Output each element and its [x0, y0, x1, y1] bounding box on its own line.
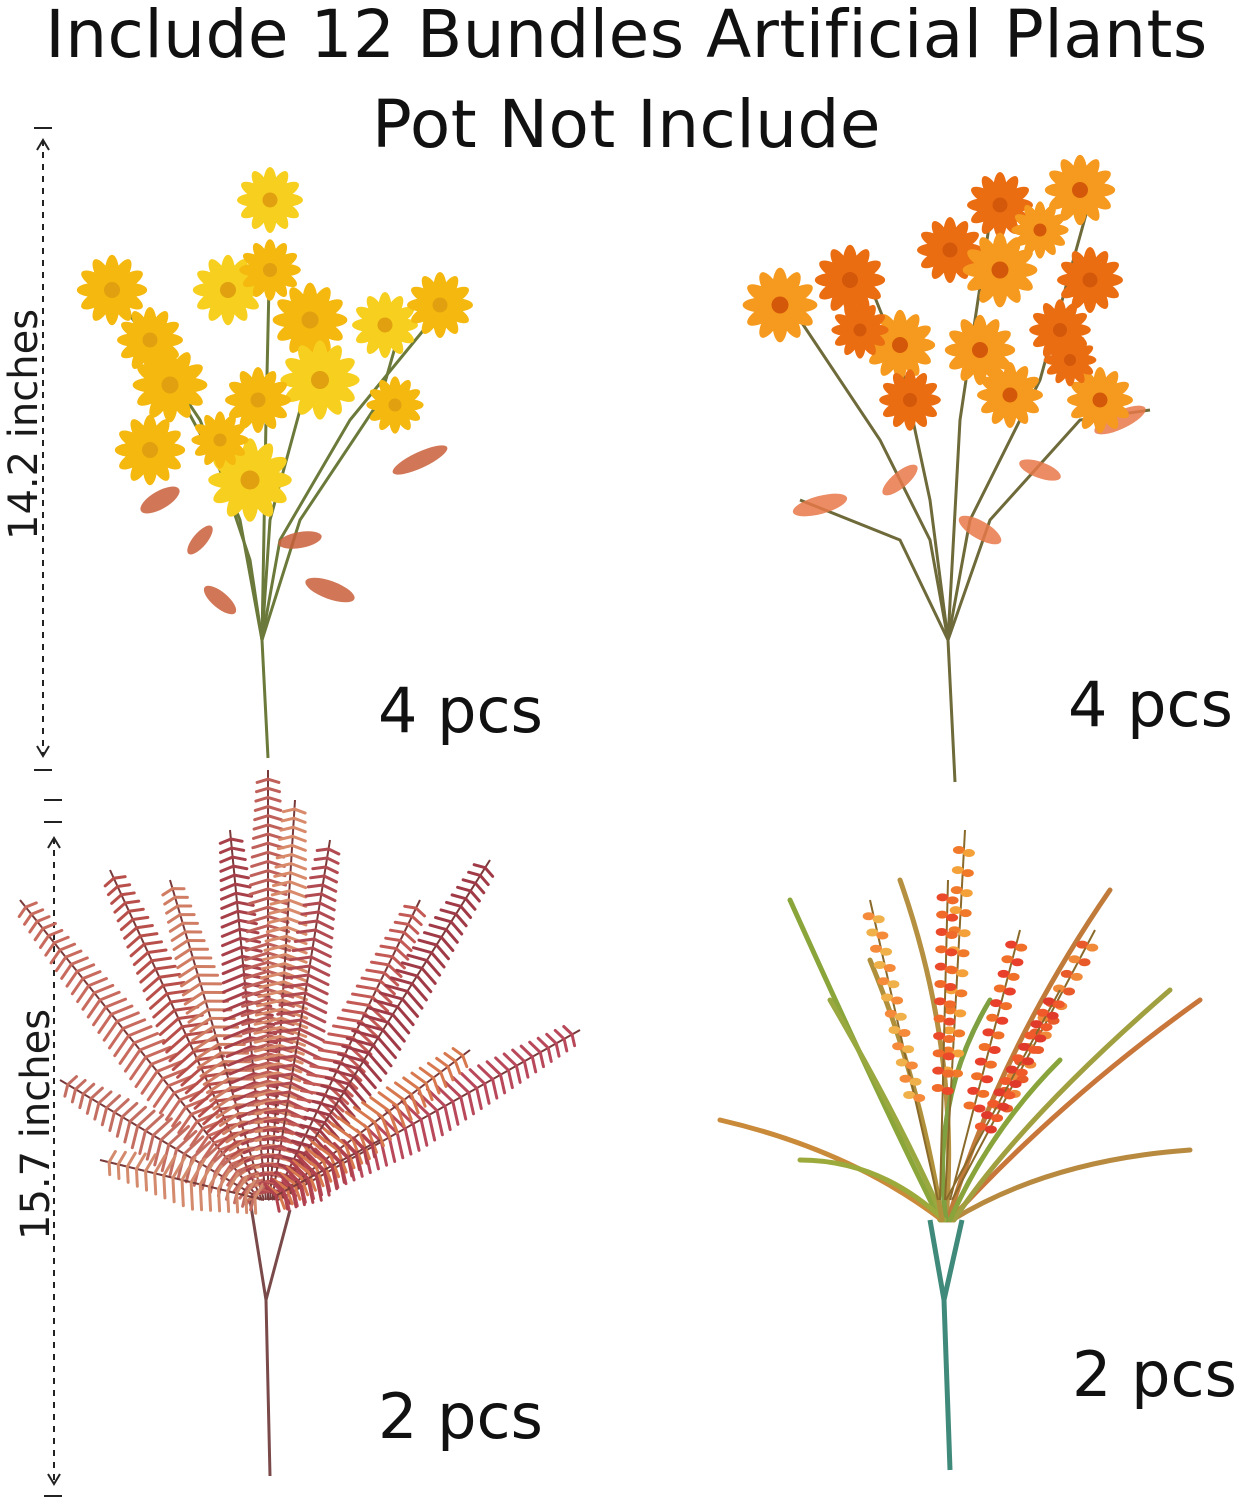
- height-label-top: 14.2 inches: [1, 308, 47, 540]
- grass-blade: [947, 1057, 1063, 1223]
- yellow-daisy-flower: [366, 376, 424, 434]
- fern-frond: [263, 1133, 381, 1213]
- yellow-daisy-flower: [114, 414, 186, 486]
- orange-daisy-flower: [831, 301, 889, 359]
- yellow-daisy-flower: [272, 282, 348, 358]
- orange-daisy-flower: [879, 369, 941, 431]
- yellow-daisy-bundle: [76, 167, 473, 759]
- lavender-grass-bundle: [717, 829, 1203, 1471]
- grass-blade: [940, 997, 993, 1223]
- fern-frond: [59, 1075, 267, 1212]
- yellow-daisy-flower: [352, 292, 418, 358]
- grass-flower-spike: [951, 929, 1099, 1201]
- yellow-daisy-flower: [225, 367, 291, 433]
- orange-daisy-bundle: [742, 154, 1151, 783]
- grass-flower-spike: [945, 989, 1065, 1201]
- measurement-bottom: [44, 799, 62, 1497]
- grass-blade: [947, 997, 1203, 1223]
- title-line-1: Include 12 Bundles Artificial Plants: [45, 0, 1208, 73]
- fern-frond: [99, 1150, 265, 1215]
- quantity-label-grass: 2 pcs: [1072, 1338, 1237, 1411]
- yellow-daisy-flower: [208, 438, 292, 522]
- yellow-daisy-flower: [191, 411, 249, 469]
- orange-daisy-flower: [742, 267, 818, 343]
- orange-daisy-flower: [962, 232, 1038, 308]
- orange-daisy-flower: [977, 362, 1043, 428]
- quantity-label-yellow: 4 pcs: [378, 674, 543, 747]
- grass-blade: [949, 1147, 1193, 1223]
- yellow-daisy-flower: [407, 272, 473, 338]
- grass-blade: [797, 1157, 947, 1223]
- orange-daisy-flower: [1067, 367, 1133, 433]
- yellow-daisy-flower: [117, 307, 183, 373]
- grass-flower-spike: [931, 879, 959, 1201]
- grass-blade: [951, 987, 1173, 1223]
- grass-blade: [827, 997, 947, 1223]
- yellow-daisy-flower: [76, 254, 148, 326]
- orange-daisy-flower: [1011, 201, 1069, 259]
- yellow-daisy-flower: [239, 239, 301, 301]
- grass-blade: [945, 887, 1113, 1223]
- grass-blade: [717, 1117, 945, 1223]
- title-line-2: Pot Not Include: [371, 86, 882, 163]
- yellow-daisy-flower: [132, 347, 208, 423]
- yellow-daisy-flower: [237, 167, 303, 233]
- fern-frond: [265, 859, 495, 1205]
- red-fern-bundle: [17, 770, 581, 1477]
- grass-flower-spike: [862, 899, 939, 1201]
- quantity-label-orange: 4 pcs: [1068, 668, 1233, 741]
- yellow-daisy-flower: [280, 340, 360, 420]
- measurement-top: [34, 127, 52, 771]
- orange-daisy-flower: [1043, 333, 1097, 387]
- orange-daisy-flower: [814, 244, 886, 316]
- orange-daisy-flower: [1044, 154, 1116, 226]
- yellow-daisy-flower: [192, 254, 264, 326]
- quantity-label-fern: 2 pcs: [378, 1380, 543, 1453]
- orange-daisy-flower: [1057, 247, 1123, 313]
- height-label-bottom: 15.7 inches: [13, 1008, 59, 1240]
- grass-flower-spike: [949, 929, 1028, 1201]
